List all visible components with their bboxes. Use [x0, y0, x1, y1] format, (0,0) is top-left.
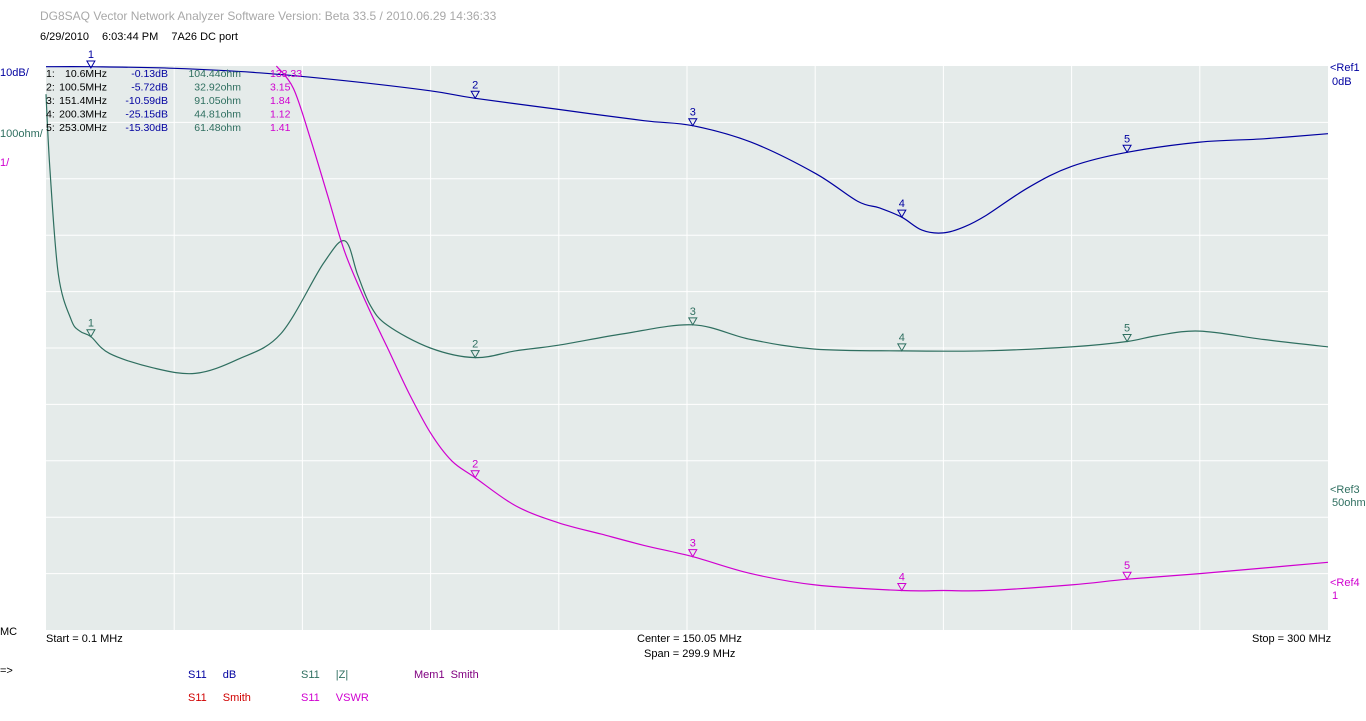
legend-mem1-smith[interactable]: Mem1 Smith: [414, 669, 495, 681]
legend-kind: dB: [222, 669, 237, 681]
marker-triangle: [896, 209, 907, 219]
marker-label: 3: [690, 538, 696, 550]
marker-label: 4: [899, 198, 905, 210]
span-frequency: Span = 299.9 MHz: [644, 648, 736, 660]
marker-table-freq: 200.3MHz: [59, 109, 107, 121]
marker-table-db: -5.72dB: [131, 82, 168, 94]
marker-label: 3: [690, 306, 696, 318]
marker-triangle: [896, 583, 907, 592]
measurement-info: 6/29/2010 6:03:44 PM 7A26 DC port: [40, 31, 248, 43]
marker-table-ohm: 44.81ohm: [194, 109, 241, 121]
legend-s11-db[interactable]: S11 dB: [188, 669, 252, 681]
marker-table-n: 1:: [46, 68, 55, 80]
ref4-value: 1: [1332, 590, 1339, 602]
app-title: DG8SAQ Vector Network Analyzer Software …: [40, 9, 497, 23]
legend-param: S11: [301, 669, 320, 681]
ohm-scale-label: 100ohm/: [0, 128, 43, 140]
marker-triangle: [687, 549, 698, 558]
marker-table-vswr: 133.33: [270, 68, 302, 80]
mc-label: MC: [0, 626, 18, 638]
ref3-label: <Ref3: [1330, 484, 1360, 496]
ref1-label: <Ref1: [1330, 62, 1360, 74]
marker-table-freq: 151.4MHz: [59, 95, 107, 107]
legend-kind: Smith: [450, 669, 479, 681]
legend-kind: Smith: [222, 692, 251, 704]
marker-triangle: [470, 470, 481, 479]
marker-table-vswr: 1.84: [270, 95, 291, 107]
marker-table-ohm: 91.05ohm: [194, 95, 241, 107]
trace-s11-db: [45, 66, 1329, 234]
marker-label: 4: [899, 572, 905, 584]
marker-table-ohm: 104.44ohm: [188, 68, 241, 80]
device-name: 7A26 DC port: [171, 31, 238, 43]
marker-label: 2: [472, 79, 478, 91]
marker-triangle: [470, 350, 481, 359]
measurement-time: 6:03:44 PM: [102, 31, 159, 43]
marker-table-ohm: 32.92ohm: [194, 82, 241, 94]
trace-s11-vswr: [275, 65, 1329, 592]
command-prompt[interactable]: =>: [0, 665, 13, 677]
marker-triangle: [1122, 571, 1132, 581]
marker-label: 1: [88, 318, 94, 330]
center-frequency: Center = 150.05 MHz: [637, 633, 742, 645]
marker-table-vswr: 3.15: [270, 82, 291, 94]
marker-table-n: 4:: [46, 109, 55, 121]
marker-label: 1: [88, 49, 94, 61]
marker-table-db: -10.59dB: [125, 95, 168, 107]
marker-table-db: -15.30dB: [125, 122, 168, 134]
marker-triangle: [1122, 144, 1132, 154]
grid-lines: [46, 66, 1328, 630]
marker-triangle: [896, 343, 907, 352]
marker-triangle: [1122, 334, 1132, 343]
marker-table-freq: 100.5MHz: [59, 82, 107, 94]
marker-table-freq: 10.6MHz: [65, 68, 107, 80]
marker-table-vswr: 1.12: [270, 109, 291, 121]
legend-s11-vswr[interactable]: S11 VSWR: [301, 692, 385, 704]
ref4-label: <Ref4: [1330, 577, 1360, 589]
marker-table-ohm: 61.48ohm: [194, 122, 241, 134]
ref3-value: 50ohm: [1332, 497, 1366, 509]
marker-table-n: 3:: [46, 95, 55, 107]
marker-table-n: 5:: [46, 122, 55, 134]
marker-label: 4: [899, 332, 905, 344]
marker-label: 5: [1124, 323, 1130, 335]
marker-table-freq: 253.0MHz: [59, 122, 107, 134]
marker-triangle: [470, 90, 481, 100]
legend-kind: |Z|: [335, 669, 349, 681]
marker-label: 2: [472, 339, 478, 351]
marker-label: 2: [472, 459, 478, 471]
marker-label: 5: [1124, 560, 1130, 572]
marker-label: 5: [1124, 133, 1130, 145]
marker-triangle: [86, 329, 96, 338]
ref1-value: 0dB: [1332, 76, 1352, 88]
marker-label: 3: [690, 107, 696, 119]
legend-param: S11: [188, 692, 207, 704]
marker-table-n: 2:: [46, 82, 55, 94]
db-scale-label: 10dB/: [0, 67, 29, 79]
marker-table-db: -0.13dB: [131, 68, 168, 80]
measurement-date: 6/29/2010: [40, 31, 89, 43]
markers: 1 2 3 4 5 1 2 3 4 5 2 3 4 5: [86, 49, 1132, 592]
marker-table: 1: 10.6MHz -0.13dB 104.44ohm 133.33 2: 100.5MH…: [46, 68, 302, 134]
legend-kind: VSWR: [335, 692, 369, 704]
marker-table-db: -25.15dB: [125, 109, 168, 121]
legend-param: S11: [188, 669, 207, 681]
legend-param: Mem1: [414, 669, 445, 681]
vswr-scale-label: 1/: [0, 157, 10, 169]
stop-frequency: Stop = 300 MHz: [1252, 633, 1332, 645]
marker-triangle: [687, 118, 698, 127]
legend-s11-z[interactable]: S11 |Z|: [301, 669, 364, 681]
marker-triangle: [86, 60, 96, 70]
marker-triangle: [687, 317, 698, 326]
legend-s11-smith[interactable]: S11 Smith: [188, 692, 267, 704]
legend-param: S11: [301, 692, 320, 704]
start-frequency: Start = 0.1 MHz: [46, 633, 123, 645]
marker-table-vswr: 1.41: [270, 122, 291, 134]
